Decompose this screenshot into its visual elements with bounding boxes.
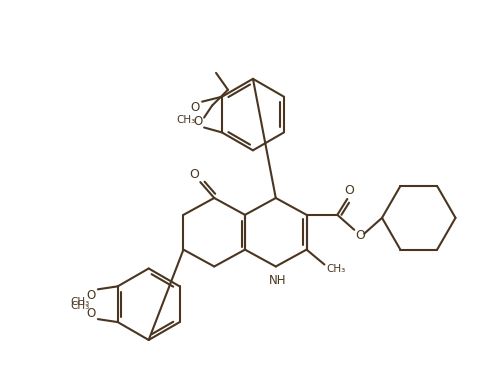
Text: NH: NH xyxy=(268,274,286,287)
Text: O: O xyxy=(190,101,200,114)
Text: O: O xyxy=(189,168,199,181)
Text: O: O xyxy=(354,229,365,242)
Text: CH₃: CH₃ xyxy=(70,301,89,311)
Text: CH₃: CH₃ xyxy=(176,115,196,125)
Text: CH₃: CH₃ xyxy=(326,264,346,274)
Text: O: O xyxy=(193,115,203,128)
Text: O: O xyxy=(344,183,353,197)
Text: O: O xyxy=(86,307,95,320)
Text: O: O xyxy=(86,289,95,302)
Text: CH₃: CH₃ xyxy=(70,297,89,307)
